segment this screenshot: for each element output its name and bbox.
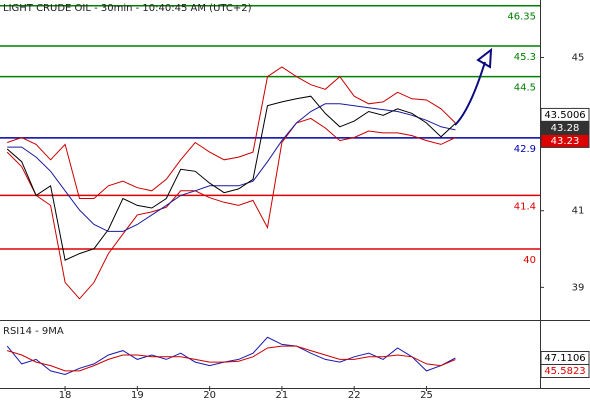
x-tick-label: 25: [420, 390, 433, 400]
series-line: [6, 336, 456, 376]
level-label: 40: [523, 255, 536, 266]
panel-title: RSI14 - 9MA: [3, 326, 64, 337]
x-tick-label: 21: [276, 390, 289, 400]
series-line: [6, 117, 456, 300]
series-line: [7, 345, 456, 372]
chart-title: LIGHT CRUDE OIL - 30min - 10:40:45 AM (U…: [3, 3, 252, 14]
y-tick-label: 39: [572, 282, 585, 293]
y-tick-label: 41: [572, 206, 585, 217]
level-label: 41.4: [514, 201, 536, 212]
series-line: [6, 95, 456, 261]
level-label: 46.35: [507, 12, 536, 23]
price-label-box: [540, 363, 590, 378]
price-label: 47.1106: [544, 353, 585, 364]
price-label: 43.5006: [544, 110, 585, 121]
price-label: 43.23: [551, 136, 580, 147]
price-label: 45.5823: [544, 366, 585, 377]
price-label: 43.28: [551, 123, 580, 134]
series-line: [7, 66, 456, 199]
forecast-arrowhead: [476, 47, 493, 69]
series-line: [7, 103, 456, 232]
x-tick-label: 18: [59, 390, 72, 400]
x-tick-label: 22: [348, 390, 361, 400]
level-label: 44.5: [514, 83, 536, 94]
forecast-arrow: [454, 61, 486, 126]
plot-layer: 46.3545.344.542.941.4403941434543.500643…: [0, 4, 590, 400]
price-label-box: [540, 133, 590, 148]
x-tick-label: 20: [203, 390, 216, 400]
level-label: 42.9: [514, 144, 536, 155]
level-label: 45.3: [514, 52, 536, 63]
y-tick-label: 45: [572, 52, 585, 63]
x-tick-label: 19: [131, 390, 144, 400]
